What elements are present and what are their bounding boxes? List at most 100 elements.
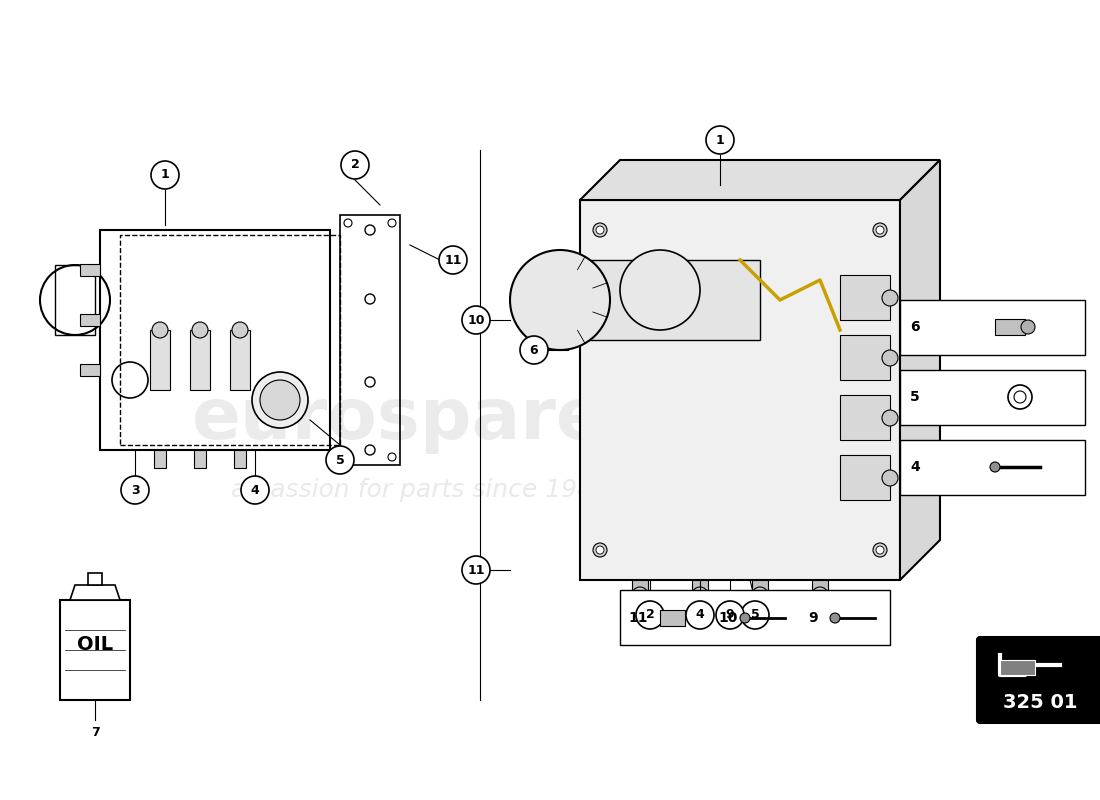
Text: 9: 9 bbox=[808, 611, 817, 625]
Circle shape bbox=[620, 250, 700, 330]
Text: 8: 8 bbox=[646, 629, 654, 642]
Circle shape bbox=[882, 290, 898, 306]
Circle shape bbox=[882, 470, 898, 486]
Circle shape bbox=[593, 223, 607, 237]
Bar bbox=[234, 450, 246, 468]
Circle shape bbox=[520, 336, 548, 364]
Bar bbox=[88, 573, 102, 585]
Circle shape bbox=[252, 372, 308, 428]
Polygon shape bbox=[70, 585, 120, 600]
Text: 325 01: 325 01 bbox=[1003, 693, 1077, 711]
Circle shape bbox=[706, 126, 734, 154]
Circle shape bbox=[593, 543, 607, 557]
Circle shape bbox=[439, 246, 468, 274]
Text: 1: 1 bbox=[161, 169, 169, 182]
Bar bbox=[154, 450, 166, 468]
Text: 4: 4 bbox=[695, 609, 704, 622]
Text: 11: 11 bbox=[468, 563, 485, 577]
Bar bbox=[840, 395, 890, 440]
Text: 5: 5 bbox=[910, 390, 920, 404]
Text: 5: 5 bbox=[750, 609, 759, 622]
Text: 7: 7 bbox=[90, 726, 99, 738]
Bar bbox=[812, 580, 828, 595]
Bar bbox=[620, 590, 890, 645]
Bar bbox=[340, 215, 400, 465]
Bar bbox=[632, 580, 648, 595]
Circle shape bbox=[462, 556, 490, 584]
Circle shape bbox=[192, 322, 208, 338]
Circle shape bbox=[830, 613, 840, 623]
Polygon shape bbox=[580, 160, 940, 200]
Bar bbox=[996, 319, 1025, 335]
Text: 10: 10 bbox=[468, 314, 485, 326]
Bar bbox=[80, 264, 100, 276]
Bar bbox=[230, 330, 250, 390]
Circle shape bbox=[326, 446, 354, 474]
Circle shape bbox=[121, 476, 148, 504]
Circle shape bbox=[873, 543, 887, 557]
Circle shape bbox=[812, 587, 828, 603]
Circle shape bbox=[632, 587, 648, 603]
Bar bbox=[530, 260, 760, 340]
Text: 4: 4 bbox=[910, 460, 920, 474]
Bar bbox=[840, 275, 890, 320]
Bar bbox=[900, 370, 1085, 425]
Bar bbox=[752, 580, 768, 595]
Bar bbox=[900, 300, 1085, 355]
Circle shape bbox=[232, 322, 248, 338]
Text: 2: 2 bbox=[351, 158, 360, 171]
Text: 6: 6 bbox=[530, 343, 538, 357]
Bar bbox=[60, 600, 130, 700]
Circle shape bbox=[596, 226, 604, 234]
Bar bbox=[120, 235, 340, 445]
Circle shape bbox=[752, 587, 768, 603]
Circle shape bbox=[462, 306, 490, 334]
Circle shape bbox=[341, 151, 368, 179]
Circle shape bbox=[741, 601, 769, 629]
Circle shape bbox=[882, 410, 898, 426]
Bar bbox=[580, 200, 900, 580]
Bar bbox=[194, 450, 206, 468]
Polygon shape bbox=[1000, 660, 1035, 675]
Bar bbox=[190, 330, 210, 390]
Bar bbox=[80, 364, 100, 376]
Circle shape bbox=[241, 476, 270, 504]
Text: 10: 10 bbox=[718, 611, 737, 625]
Circle shape bbox=[740, 613, 750, 623]
Circle shape bbox=[1014, 391, 1026, 403]
Text: a passion for parts since 1985: a passion for parts since 1985 bbox=[231, 478, 609, 502]
Text: eurospares: eurospares bbox=[191, 386, 648, 454]
Bar bbox=[692, 580, 708, 595]
Text: 2: 2 bbox=[646, 609, 654, 622]
FancyBboxPatch shape bbox=[977, 637, 1100, 723]
Circle shape bbox=[990, 462, 1000, 472]
Polygon shape bbox=[900, 160, 940, 580]
Text: 4: 4 bbox=[251, 483, 260, 497]
Circle shape bbox=[1021, 320, 1035, 334]
Circle shape bbox=[876, 546, 884, 554]
Circle shape bbox=[873, 223, 887, 237]
Text: 9: 9 bbox=[726, 609, 735, 622]
Circle shape bbox=[1008, 385, 1032, 409]
Circle shape bbox=[686, 601, 714, 629]
Bar bbox=[55, 265, 95, 335]
Circle shape bbox=[151, 161, 179, 189]
Circle shape bbox=[152, 322, 168, 338]
Bar bbox=[100, 230, 330, 450]
Text: 3: 3 bbox=[131, 483, 140, 497]
Circle shape bbox=[876, 226, 884, 234]
Bar bbox=[840, 455, 890, 500]
Circle shape bbox=[596, 546, 604, 554]
Circle shape bbox=[716, 601, 744, 629]
Circle shape bbox=[510, 250, 610, 350]
Circle shape bbox=[882, 350, 898, 366]
Bar bbox=[150, 330, 170, 390]
Circle shape bbox=[692, 587, 708, 603]
Text: 11: 11 bbox=[444, 254, 462, 266]
Bar bbox=[80, 314, 100, 326]
Text: 1: 1 bbox=[716, 134, 725, 146]
Circle shape bbox=[636, 601, 664, 629]
Bar bbox=[900, 440, 1085, 495]
Bar bbox=[840, 335, 890, 380]
Text: 11: 11 bbox=[628, 611, 648, 625]
